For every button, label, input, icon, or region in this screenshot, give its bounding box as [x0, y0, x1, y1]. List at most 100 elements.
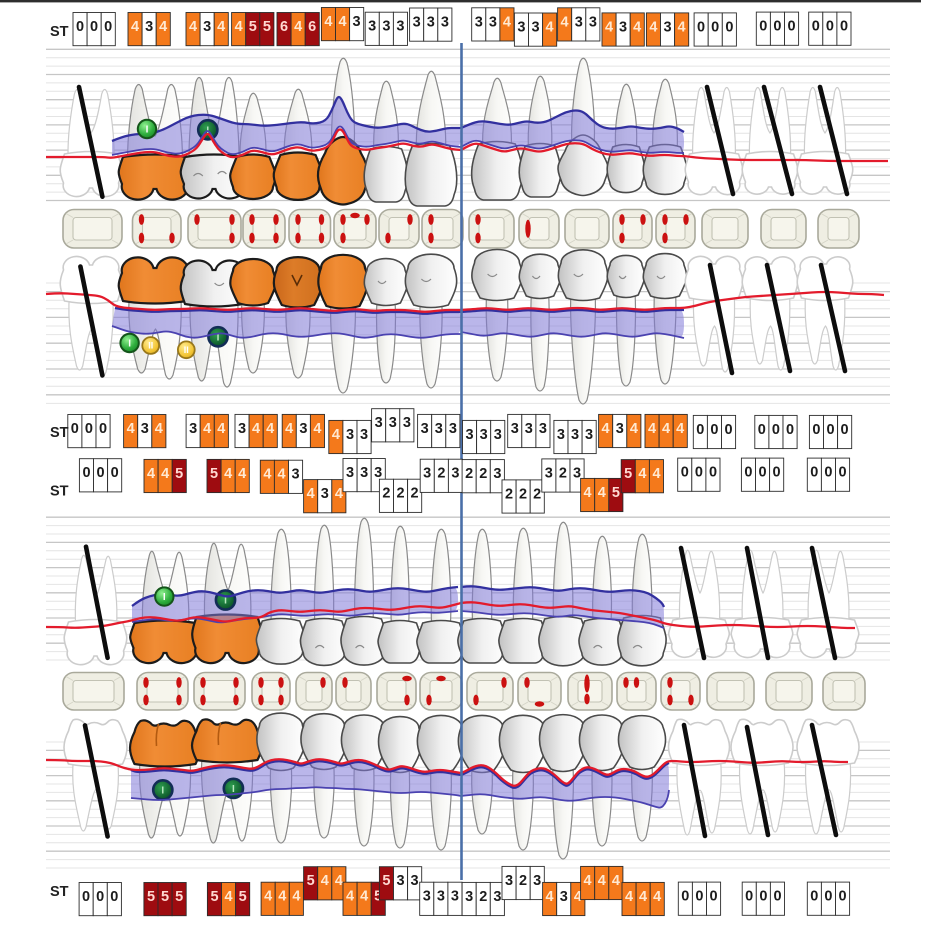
svg-text:0: 0	[695, 465, 703, 481]
svg-text:3: 3	[545, 465, 553, 481]
svg-text:3: 3	[141, 421, 149, 437]
svg-text:4: 4	[264, 889, 272, 905]
svg-text:4: 4	[649, 19, 657, 35]
svg-text:II: II	[148, 341, 153, 351]
svg-text:3: 3	[616, 421, 624, 437]
svg-text:3: 3	[441, 15, 449, 31]
svg-text:ST: ST	[50, 425, 69, 441]
svg-text:5: 5	[307, 873, 315, 889]
svg-text:3: 3	[353, 14, 361, 30]
svg-text:2: 2	[519, 486, 527, 502]
svg-text:3: 3	[517, 20, 525, 36]
svg-text:0: 0	[810, 465, 818, 481]
svg-text:3: 3	[533, 873, 541, 889]
svg-text:4: 4	[203, 421, 211, 437]
svg-text:3: 3	[403, 415, 411, 431]
svg-text:3: 3	[589, 14, 597, 30]
svg-text:0: 0	[824, 889, 832, 905]
svg-text:3: 3	[421, 421, 429, 437]
svg-text:4: 4	[266, 421, 274, 437]
svg-text:4: 4	[546, 20, 554, 36]
svg-text:3: 3	[571, 427, 579, 443]
svg-text:2: 2	[465, 466, 473, 482]
svg-text:2: 2	[397, 486, 405, 502]
svg-text:3: 3	[203, 19, 211, 35]
svg-text:2: 2	[382, 486, 390, 502]
svg-text:0: 0	[787, 19, 795, 35]
svg-text:5: 5	[161, 889, 169, 905]
svg-text:4: 4	[652, 466, 660, 482]
svg-text:4: 4	[159, 19, 167, 35]
svg-text:2: 2	[519, 873, 527, 889]
svg-text:0: 0	[812, 19, 820, 35]
svg-text:0: 0	[709, 889, 717, 905]
svg-text:4: 4	[217, 421, 225, 437]
svg-text:4: 4	[653, 889, 661, 905]
svg-text:4: 4	[638, 466, 646, 482]
svg-text:0: 0	[773, 465, 781, 481]
svg-text:5: 5	[612, 485, 620, 501]
svg-text:5: 5	[263, 19, 271, 35]
svg-text:3: 3	[531, 20, 539, 36]
svg-text:4: 4	[339, 14, 347, 30]
svg-text:I: I	[146, 125, 149, 136]
svg-text:3: 3	[346, 427, 354, 443]
svg-text:4: 4	[574, 889, 582, 905]
svg-text:4: 4	[598, 873, 606, 889]
svg-text:3: 3	[619, 19, 627, 35]
svg-text:4: 4	[127, 421, 135, 437]
svg-text:3: 3	[427, 15, 435, 31]
svg-text:0: 0	[773, 19, 781, 35]
svg-text:3: 3	[396, 19, 404, 35]
svg-text:0: 0	[96, 465, 104, 481]
svg-text:0: 0	[82, 465, 90, 481]
svg-text:5: 5	[175, 466, 183, 482]
svg-text:4: 4	[321, 873, 329, 889]
svg-text:4: 4	[313, 421, 321, 437]
svg-text:0: 0	[71, 421, 79, 437]
svg-text:4: 4	[625, 889, 633, 905]
svg-text:3: 3	[525, 421, 533, 437]
svg-text:0: 0	[838, 889, 846, 905]
svg-text:4: 4	[633, 19, 641, 35]
svg-text:3: 3	[360, 427, 368, 443]
svg-text:5: 5	[210, 889, 218, 905]
svg-text:4: 4	[584, 873, 592, 889]
svg-text:3: 3	[413, 15, 421, 31]
svg-text:3: 3	[493, 466, 501, 482]
svg-text:0: 0	[711, 19, 719, 35]
svg-text:3: 3	[539, 421, 547, 437]
svg-text:4: 4	[278, 889, 286, 905]
svg-text:0: 0	[709, 465, 717, 481]
svg-text:4: 4	[324, 14, 332, 30]
svg-text:4: 4	[678, 19, 686, 35]
svg-text:2: 2	[533, 486, 541, 502]
svg-text:0: 0	[838, 465, 846, 481]
svg-text:0: 0	[110, 889, 118, 905]
svg-text:I: I	[232, 784, 235, 795]
svg-text:4: 4	[161, 466, 169, 482]
svg-text:5: 5	[624, 466, 632, 482]
svg-text:2: 2	[437, 466, 445, 482]
svg-text:3: 3	[451, 466, 459, 482]
svg-text:I: I	[224, 596, 227, 607]
svg-text:I: I	[217, 332, 220, 343]
svg-text:0: 0	[773, 889, 781, 905]
svg-text:4: 4	[131, 19, 139, 35]
svg-text:0: 0	[826, 422, 834, 438]
svg-text:3: 3	[557, 427, 565, 443]
svg-text:II: II	[184, 345, 189, 355]
svg-text:I: I	[163, 592, 166, 603]
svg-text:3: 3	[489, 14, 497, 30]
svg-text:0: 0	[96, 889, 104, 905]
svg-text:0: 0	[758, 465, 766, 481]
svg-text:0: 0	[759, 889, 767, 905]
svg-text:5: 5	[239, 889, 247, 905]
svg-text:3: 3	[435, 421, 443, 437]
svg-text:4: 4	[147, 466, 155, 482]
svg-text:0: 0	[840, 19, 848, 35]
svg-text:0: 0	[85, 421, 93, 437]
svg-text:3: 3	[505, 873, 513, 889]
svg-text:6: 6	[308, 19, 316, 35]
svg-text:0: 0	[695, 889, 703, 905]
